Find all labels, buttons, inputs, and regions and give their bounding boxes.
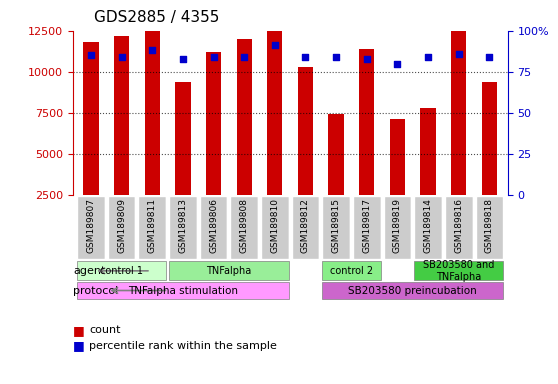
Text: GSM189809: GSM189809	[117, 198, 126, 253]
Text: TNFalpha: TNFalpha	[206, 266, 252, 276]
Text: protocol: protocol	[73, 286, 118, 296]
Text: ■: ■	[73, 339, 84, 352]
FancyBboxPatch shape	[77, 261, 166, 280]
Point	[362, 56, 371, 62]
Point	[86, 52, 95, 58]
FancyBboxPatch shape	[414, 261, 503, 280]
FancyBboxPatch shape	[475, 196, 503, 259]
Bar	[451, 11, 466, 195]
Point	[331, 54, 340, 60]
Text: ■: ■	[73, 324, 84, 337]
FancyBboxPatch shape	[261, 196, 288, 259]
Point	[485, 54, 494, 60]
Point	[209, 54, 218, 60]
Text: control 2: control 2	[330, 266, 373, 276]
FancyBboxPatch shape	[323, 196, 350, 259]
Bar	[114, 36, 129, 195]
Text: TNFalpha stimulation: TNFalpha stimulation	[128, 286, 238, 296]
Point	[240, 54, 249, 60]
Text: GSM189817: GSM189817	[362, 198, 371, 253]
Text: GSM189811: GSM189811	[148, 198, 157, 253]
Text: GSM189819: GSM189819	[393, 198, 402, 253]
Bar	[390, 119, 405, 195]
Point	[454, 51, 463, 57]
FancyBboxPatch shape	[230, 196, 258, 259]
Text: count: count	[89, 325, 121, 335]
Text: GSM189810: GSM189810	[270, 198, 280, 253]
FancyBboxPatch shape	[200, 196, 227, 259]
Bar	[267, 0, 282, 195]
Point	[117, 54, 126, 60]
Bar	[206, 52, 221, 195]
FancyBboxPatch shape	[323, 261, 381, 280]
Text: control 1: control 1	[100, 266, 143, 276]
FancyBboxPatch shape	[353, 196, 381, 259]
Text: GSM189818: GSM189818	[485, 198, 494, 253]
FancyBboxPatch shape	[108, 196, 136, 259]
FancyBboxPatch shape	[169, 261, 288, 280]
FancyBboxPatch shape	[323, 282, 503, 299]
Text: GSM189816: GSM189816	[454, 198, 463, 253]
Point	[179, 56, 187, 62]
FancyBboxPatch shape	[292, 196, 319, 259]
Point	[424, 54, 432, 60]
Text: GSM189815: GSM189815	[331, 198, 340, 253]
Text: GSM189808: GSM189808	[240, 198, 249, 253]
FancyBboxPatch shape	[169, 196, 196, 259]
FancyBboxPatch shape	[138, 196, 166, 259]
Point	[271, 42, 280, 48]
Point	[301, 54, 310, 60]
Bar	[237, 39, 252, 195]
FancyBboxPatch shape	[384, 196, 411, 259]
Text: GSM189807: GSM189807	[86, 198, 95, 253]
Bar	[420, 108, 436, 195]
Text: SB203580 and
TNFalpha: SB203580 and TNFalpha	[423, 260, 494, 281]
Bar	[482, 81, 497, 195]
Text: GSM189812: GSM189812	[301, 198, 310, 253]
Point	[393, 60, 402, 66]
Text: SB203580 preincubation: SB203580 preincubation	[348, 286, 477, 296]
Bar	[145, 14, 160, 195]
Bar	[329, 114, 344, 195]
FancyBboxPatch shape	[77, 282, 288, 299]
Bar	[83, 42, 99, 195]
Point	[148, 47, 157, 53]
Bar	[298, 67, 313, 195]
Text: GSM189814: GSM189814	[424, 198, 432, 253]
Text: agent: agent	[73, 266, 105, 276]
Bar	[175, 81, 190, 195]
FancyBboxPatch shape	[414, 196, 442, 259]
FancyBboxPatch shape	[445, 196, 473, 259]
Text: GDS2885 / 4355: GDS2885 / 4355	[94, 10, 220, 25]
Text: GSM189813: GSM189813	[179, 198, 187, 253]
Text: percentile rank within the sample: percentile rank within the sample	[89, 341, 277, 351]
Text: GSM189806: GSM189806	[209, 198, 218, 253]
FancyBboxPatch shape	[77, 196, 105, 259]
Bar	[359, 49, 374, 195]
